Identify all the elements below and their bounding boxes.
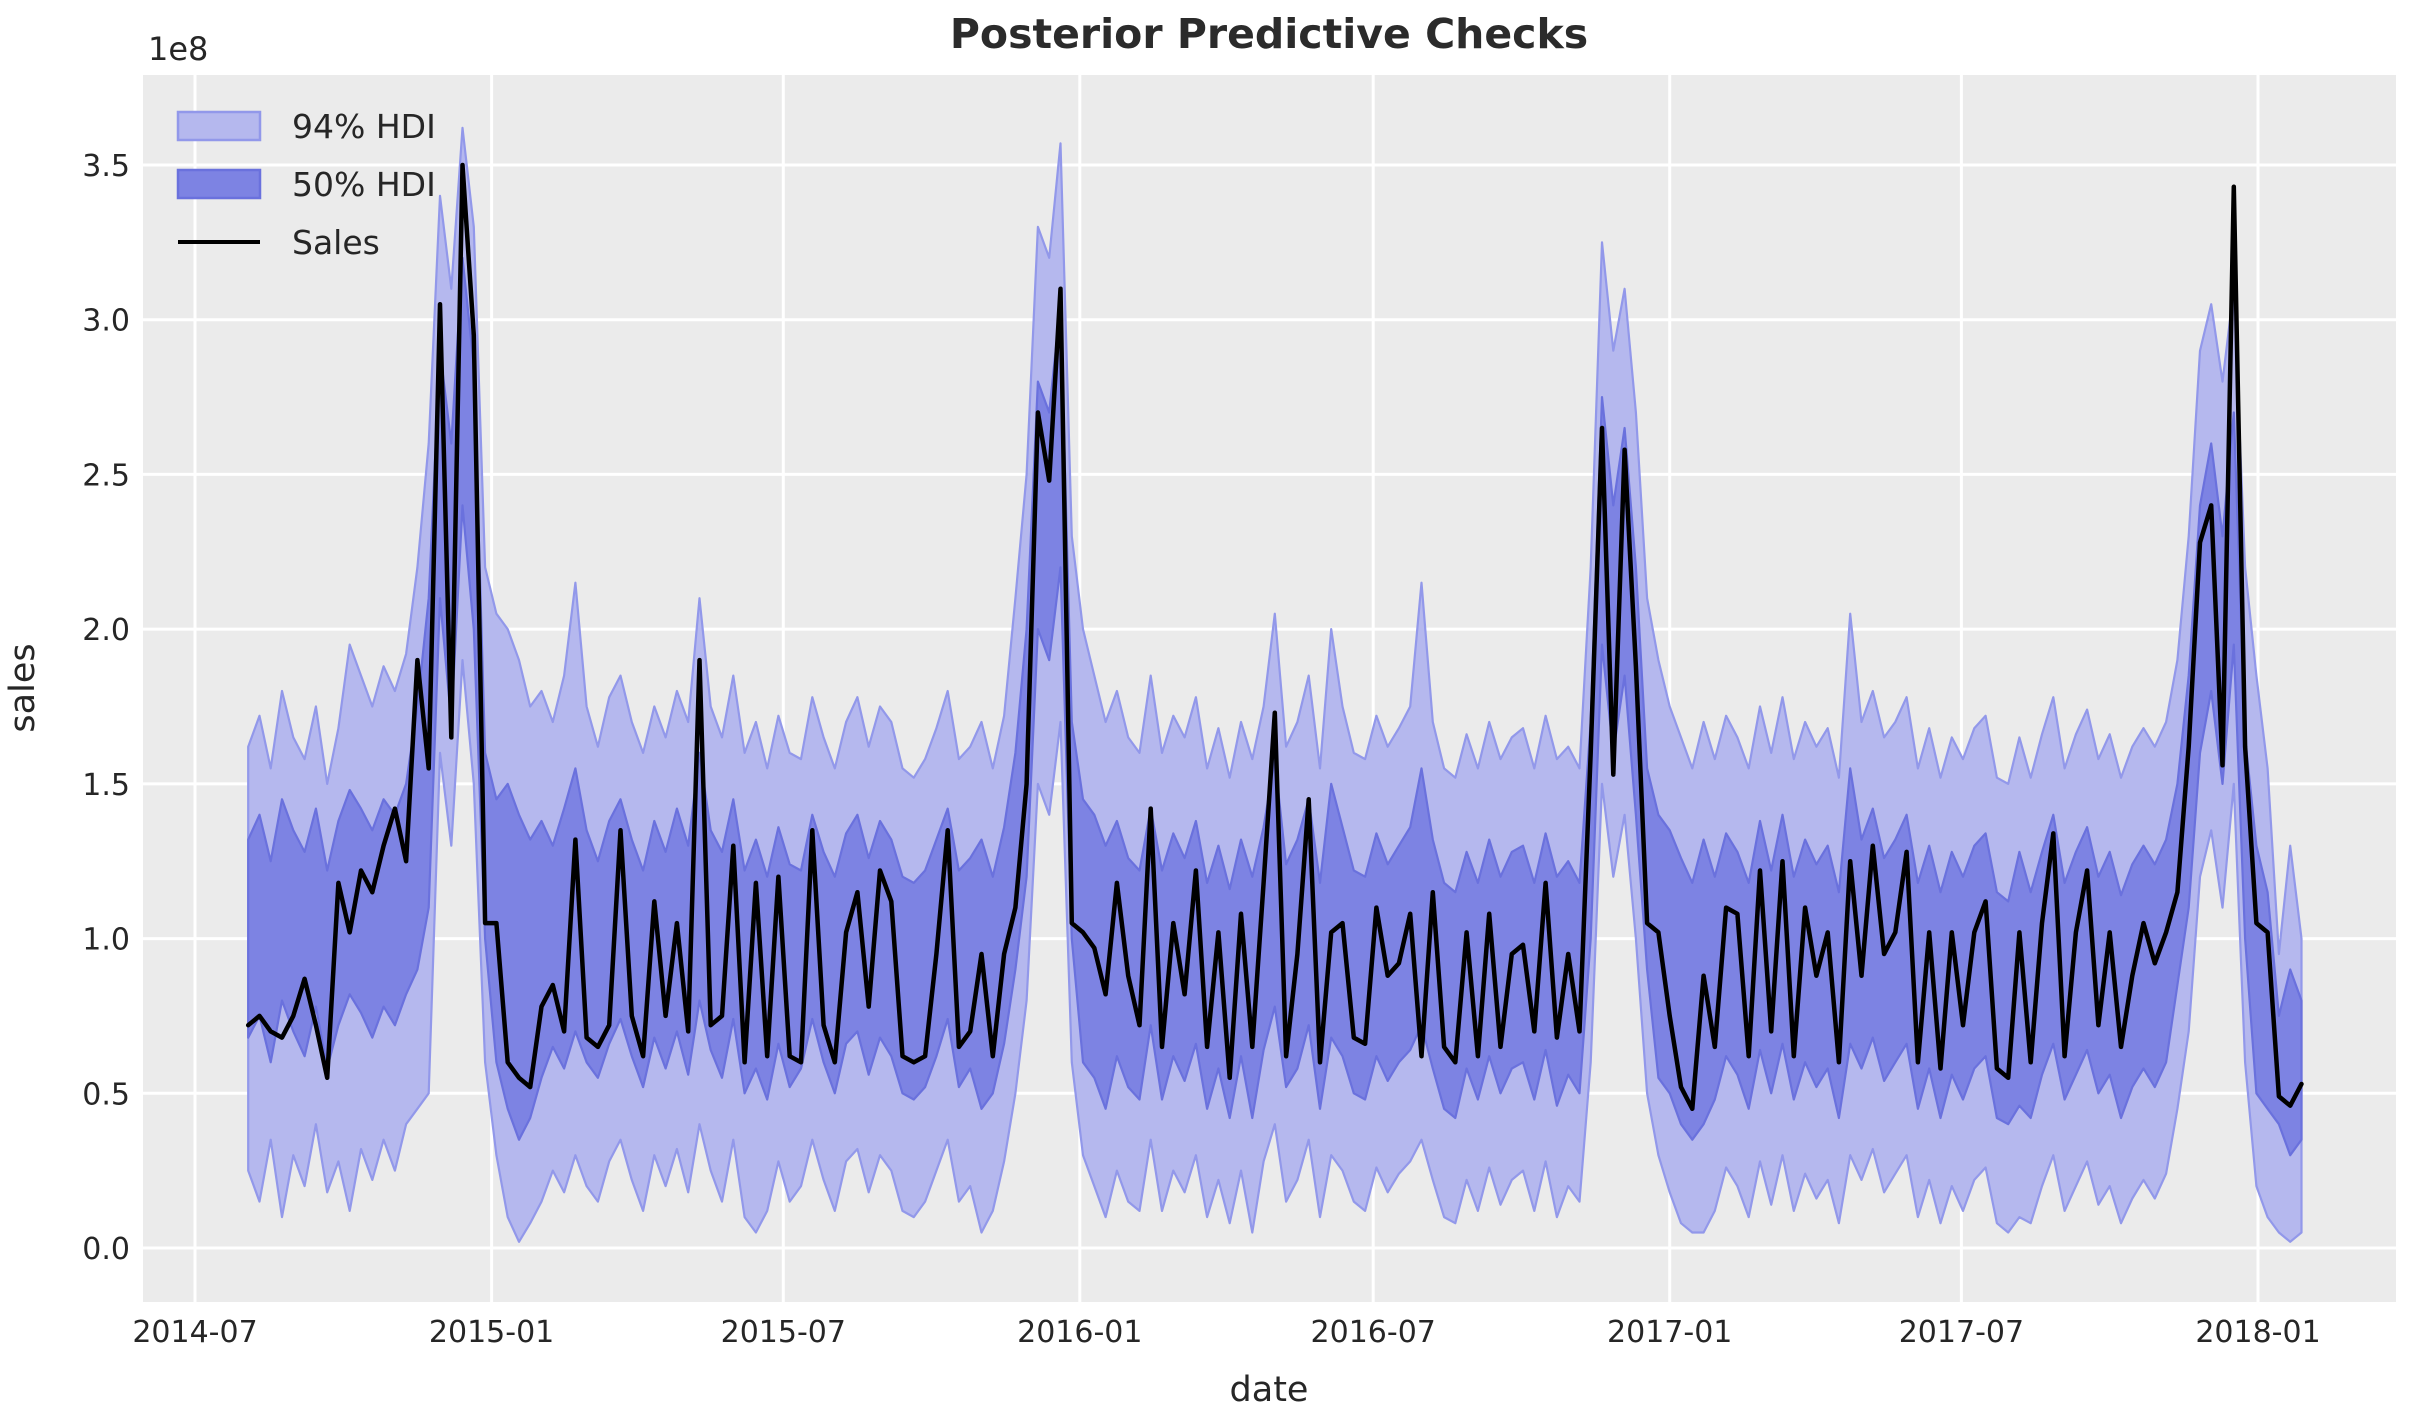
legend-label-50-hdi: 50% HDI [292, 165, 436, 204]
x-tick-label: 2016-07 [1311, 1315, 1436, 1350]
sales-line [245, 162, 2304, 1112]
x-tick-label: 2018-01 [2195, 1315, 2320, 1350]
x-tick-label: 2016-01 [1017, 1315, 1142, 1350]
y-tick-label: 1.0 [82, 923, 130, 958]
y-axis-label: sales [3, 643, 43, 732]
x-tick-label: 2015-01 [429, 1315, 554, 1350]
x-tick-label: 2015-07 [721, 1315, 846, 1350]
legend-swatch-94-hdi [176, 110, 262, 142]
y-tick-label: 1.5 [82, 768, 130, 803]
legend-label-sales: Sales [292, 223, 380, 262]
legend: 94% HDI 50% HDI Sales [176, 107, 436, 262]
y-tick-label: 2.5 [82, 458, 130, 493]
x-tick-label: 2017-01 [1607, 1315, 1732, 1350]
x-tick-label: 2017-07 [1899, 1315, 2024, 1350]
x-tick-label: 2014-07 [132, 1315, 257, 1350]
y-tick-label: 0.5 [82, 1077, 130, 1112]
y-tick-label: 2.0 [82, 613, 130, 648]
x-axis-label: date [1230, 1370, 1309, 1410]
y-tick-label: 3.5 [82, 149, 130, 184]
y-tick-label: 3.0 [82, 304, 130, 339]
sales-line-path [245, 162, 2304, 1112]
legend-swatch-50-hdi [176, 168, 262, 200]
y-tick-labels: 0.0 0.5 1.0 1.5 2.0 2.5 3.0 3.5 [82, 149, 130, 1267]
y-tick-label: 0.0 [82, 1232, 130, 1267]
x-tick-labels: 2014-07 2015-01 2015-07 2016-01 2016-07 2017-… [132, 1315, 2320, 1350]
legend-label-94-hdi: 94% HDI [292, 107, 436, 146]
chart-title: Posterior Predictive Checks [950, 10, 1588, 58]
y-axis-offset-label: 1e8 [148, 30, 208, 68]
